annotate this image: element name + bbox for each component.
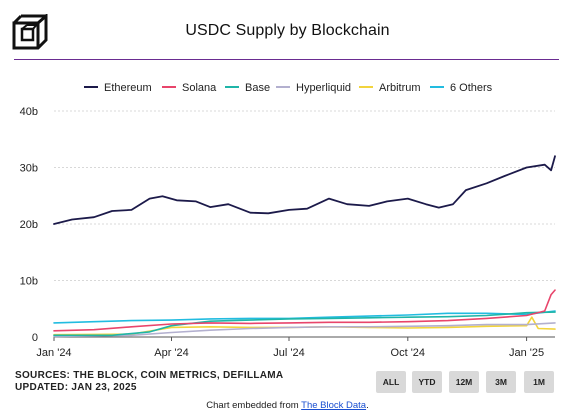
the-block-logo-icon[interactable] [12,14,48,50]
header: USDC Supply by Blockchain [0,0,575,60]
series-line-solana [53,289,556,332]
legend-item-solana[interactable]: Solana [162,82,217,94]
sources-line: SOURCES: THE BLOCK, COIN METRICS, DEFILL… [15,370,284,381]
legend-item-base[interactable]: Base [225,82,270,94]
embed-prefix: Chart embedded from [206,400,302,411]
x-tick-label-apr-24: Apr '24 [154,347,189,359]
range-button-12m[interactable]: 12M [449,371,479,393]
series-line-base [53,311,556,337]
range-button-ytd[interactable]: YTD [412,371,442,393]
legend-label-ethereum: Ethereum [104,82,152,94]
chart-title: USDC Supply by Blockchain [185,22,390,39]
legend-item-6-others[interactable]: 6 Others [430,82,493,94]
updated-line: UPDATED: JAN 23, 2025 [15,382,137,393]
series-line-ethereum [53,155,556,225]
line-chart: Ethereum Solana Base Hyperliquid Arbitrum 6 O… [20,82,556,359]
embed-credit: Chart embedded from The Block Data. [0,400,575,411]
the-block-data-link[interactable]: The Block Data [301,400,367,411]
y-tick-label-0: 0 [32,332,38,344]
legend-label-solana: Solana [182,82,217,94]
chart-series [53,155,556,338]
series-line-6-others [53,310,556,324]
range-button-1m[interactable]: 1M [524,371,554,393]
y-tick-label-10b: 10b [20,276,38,288]
y-tick-label-40b: 40b [20,106,38,118]
chart-legend: Ethereum Solana Base Hyperliquid Arbitrum 6 O… [84,82,493,94]
chart-sources: SOURCES: THE BLOCK, COIN METRICS, DEFILL… [15,370,283,394]
legend-label-hyperliquid: Hyperliquid [296,82,351,94]
legend-item-ethereum[interactable]: Ethereum [84,82,152,94]
x-tick-label-jan-24: Jan '24 [36,347,71,359]
y-tick-label-30b: 30b [20,163,38,175]
legend-label-6-others: 6 Others [450,82,493,94]
series-line-arbitrum [53,316,556,336]
y-tick-label-20b: 20b [20,219,38,231]
range-button-3m[interactable]: 3M [486,371,516,393]
x-axis: Jan '24 Apr '24 Jul '24 Oct '24 Jan '25 [36,337,544,359]
chart-grid [54,110,555,338]
legend-item-hyperliquid[interactable]: Hyperliquid [276,82,351,94]
x-tick-label-oct-24: Oct '24 [391,347,426,359]
series-line-hyperliquid [53,322,556,338]
embed-suffix: . [366,400,369,411]
x-tick-label-jan-25: Jan '25 [509,347,544,359]
legend-label-arbitrum: Arbitrum [379,82,421,94]
header-divider [14,59,559,60]
legend-label-base: Base [245,82,270,94]
range-button-all[interactable]: ALL [376,371,406,393]
y-axis: 0 10b 20b 30b 40b [20,106,38,344]
x-tick-label-jul-24: Jul '24 [273,347,304,359]
legend-item-arbitrum[interactable]: Arbitrum [359,82,421,94]
